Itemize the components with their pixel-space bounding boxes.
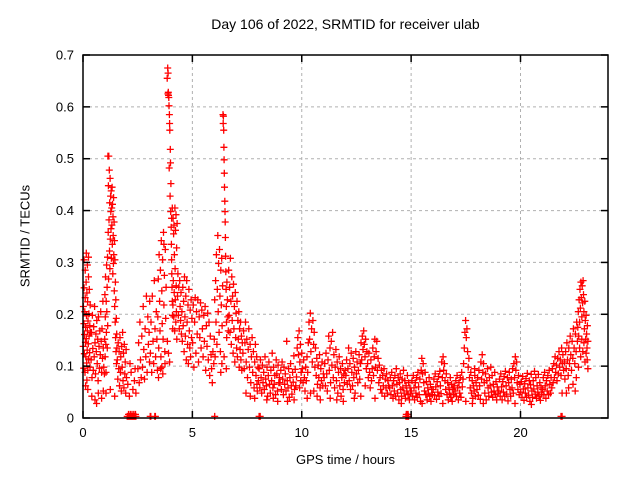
gridlines	[83, 55, 608, 418]
y-axis-title: SRMTID / TECUs	[17, 184, 33, 288]
x-axis-title: GPS time / hours	[296, 452, 395, 467]
svg-text:0.3: 0.3	[56, 255, 74, 270]
svg-text:0.4: 0.4	[56, 203, 74, 218]
svg-text:0.6: 0.6	[56, 99, 74, 114]
svg-text:0: 0	[67, 411, 74, 426]
svg-text:20: 20	[513, 425, 527, 440]
svg-text:5: 5	[189, 425, 196, 440]
chart-title: Day 106 of 2022, SRMTID for receiver ula…	[211, 16, 480, 32]
svg-text:0.2: 0.2	[56, 307, 74, 322]
svg-text:0.5: 0.5	[56, 151, 74, 166]
svg-text:10: 10	[295, 425, 309, 440]
axes-frame	[82, 54, 609, 419]
x-tick-labels: 0 5 10 15 20	[79, 425, 527, 440]
svg-text:0: 0	[79, 425, 86, 440]
y-tick-labels: 0 0.1 0.2 0.3 0.4 0.5 0.6 0.7	[56, 48, 74, 426]
svg-text:15: 15	[404, 425, 418, 440]
svg-text:0.1: 0.1	[56, 359, 74, 374]
svg-text:0.7: 0.7	[56, 48, 74, 63]
